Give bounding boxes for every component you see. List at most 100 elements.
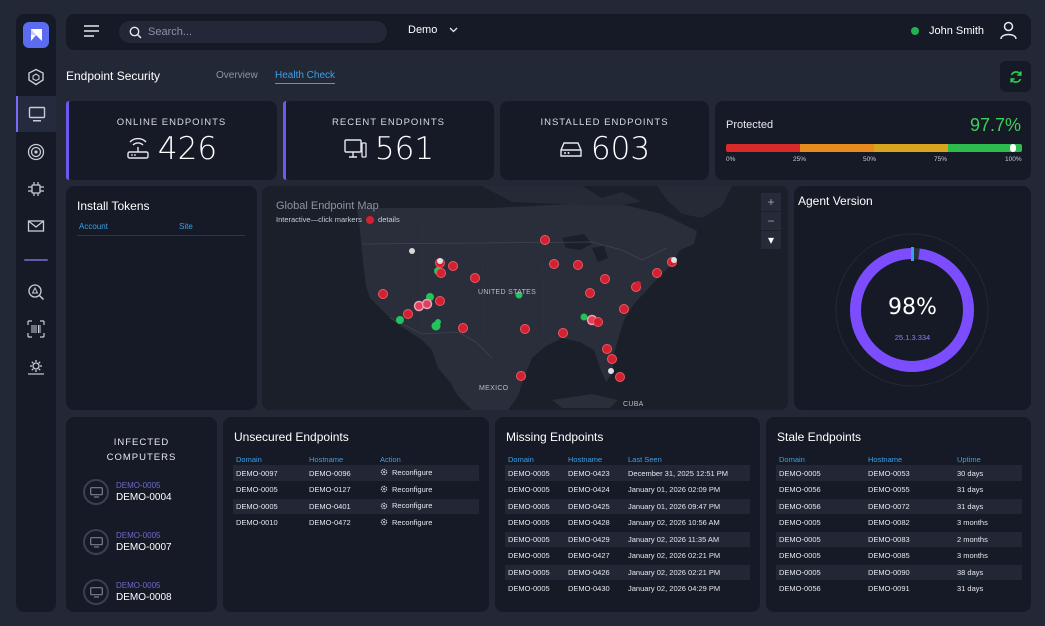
zoom-in-button[interactable]: + [761, 193, 781, 211]
column-header-account[interactable]: Account [79, 222, 108, 231]
stale-table: Domain Hostname Uptime DEMO-0005 DEMO-005… [776, 453, 1022, 598]
computer-icon [83, 479, 109, 505]
table-row[interactable]: DEMO-0056 DEMO-0072 31 days [776, 498, 1022, 515]
zoom-out-button[interactable]: − [761, 212, 781, 230]
table-row[interactable]: DEMO-0056 DEMO-0091 31 days [776, 580, 1022, 598]
column-header-hostname[interactable]: Hostname [568, 454, 603, 464]
stat-value: 561 [374, 131, 435, 167]
gauge-percent: 98% [888, 295, 937, 320]
infected-host: DEMO-0008 [116, 592, 172, 603]
map-label-united-states: UNITED STATES [478, 289, 537, 296]
map-menu-button[interactable]: ▾ [761, 231, 781, 249]
reconfigure-action[interactable]: Reconfigure [377, 498, 479, 515]
cell-domain: DEMO-0056 [776, 481, 865, 499]
cell-hostname: DEMO-0423 [565, 465, 625, 482]
table-row[interactable]: DEMO-0005 DEMO-0426 January 02, 2026 02:21… [505, 564, 750, 581]
infected-item[interactable]: DEMO-0005 DEMO-0004 [83, 479, 172, 505]
table-row[interactable]: DEMO-0005 DEMO-0127 Reconfigure [233, 481, 479, 499]
cell-uptime: 3 months [954, 514, 1022, 532]
cell-hostname: DEMO-0082 [865, 514, 954, 532]
tab-health-check[interactable]: Health Check [275, 70, 336, 84]
user-icon[interactable] [1000, 21, 1017, 40]
cell-uptime: 3 months [954, 547, 1022, 565]
infected-domain: DEMO-0005 [116, 481, 161, 490]
table-row[interactable]: DEMO-0005 DEMO-0401 Reconfigure [233, 498, 479, 515]
map-markers[interactable] [378, 235, 678, 382]
map-label-mexico: MEXICO [479, 385, 509, 392]
column-header-domain[interactable]: Domain [236, 454, 262, 464]
cell-domain: DEMO-0097 [233, 465, 306, 482]
stat-label: INSTALLED ENDPOINTS [540, 117, 669, 128]
unsecured-table: Domain Hostname Action DEMO-0097 DEMO-00… [233, 453, 479, 532]
cell-last-seen: January 01, 2026 09:47 PM [625, 498, 750, 515]
top-header: Demo John Smith [66, 14, 1031, 50]
nav-shield-icon[interactable] [16, 59, 56, 95]
cell-domain: DEMO-0005 [233, 481, 306, 499]
search-box[interactable] [119, 21, 387, 43]
reconfigure-action[interactable]: Reconfigure [377, 514, 479, 532]
table-row[interactable]: DEMO-0005 DEMO-0085 3 months [776, 547, 1022, 565]
reconfigure-label: Reconfigure [392, 517, 433, 527]
tick-label: 75% [934, 156, 948, 163]
map-zoom-controls: + − ▾ [761, 193, 781, 250]
table-row[interactable]: DEMO-0005 DEMO-0427 January 02, 2026 02:21… [505, 547, 750, 565]
search-input[interactable] [148, 26, 368, 38]
panel-title: Agent Version [798, 194, 873, 208]
table-row[interactable]: DEMO-0005 DEMO-0424 January 01, 2026 02:09… [505, 481, 750, 499]
stat-installed-endpoints: INSTALLED ENDPOINTS 603 [500, 101, 709, 180]
protected-progress-bar [726, 144, 1022, 152]
user-menu[interactable]: John Smith [910, 21, 1017, 40]
cell-hostname: DEMO-0426 [565, 564, 625, 581]
table-row[interactable]: DEMO-0097 DEMO-0096 Reconfigure [233, 465, 479, 482]
infected-item[interactable]: DEMO-0005 DEMO-0008 [83, 579, 172, 605]
nav-bug-icon[interactable] [16, 171, 56, 207]
tenant-selector[interactable]: Demo [408, 24, 458, 36]
nav-mail-icon[interactable] [16, 208, 56, 244]
hamburger-menu-icon[interactable] [83, 24, 100, 38]
cell-domain: DEMO-0005 [776, 465, 865, 482]
map-label-cuba: CUBA [623, 401, 644, 408]
nav-monitor-icon[interactable] [16, 96, 56, 132]
nav-settings-cog-icon[interactable] [16, 349, 56, 385]
map-subtitle-prefix: Interactive—click markers [276, 215, 362, 224]
table-row[interactable]: DEMO-0056 DEMO-0055 31 days [776, 481, 1022, 499]
table-row[interactable]: DEMO-0010 DEMO-0472 Reconfigure [233, 514, 479, 532]
column-header-last-seen[interactable]: Last Seen [628, 454, 662, 464]
endpoint-map[interactable]: Global Endpoint Map Interactive—click ma… [262, 186, 788, 410]
reconfigure-action[interactable]: Reconfigure [377, 465, 479, 482]
tab-overview[interactable]: Overview [216, 70, 258, 81]
cell-hostname: DEMO-0083 [865, 531, 954, 548]
search-icon [129, 26, 142, 39]
cell-last-seen: January 01, 2026 02:09 PM [625, 481, 750, 499]
column-header-domain[interactable]: Domain [508, 454, 534, 464]
table-row[interactable]: DEMO-0005 DEMO-0429 January 02, 2026 11:35… [505, 531, 750, 548]
table-row[interactable]: DEMO-0005 DEMO-0430 January 02, 2026 04:29… [505, 580, 750, 598]
table-row[interactable]: DEMO-0005 DEMO-0090 38 days [776, 564, 1022, 581]
table-row[interactable]: DEMO-0005 DEMO-0423 December 31, 2025 12:5… [505, 465, 750, 482]
column-header-uptime[interactable]: Uptime [957, 454, 981, 464]
refresh-button[interactable] [1000, 61, 1031, 92]
nav-barcode-icon[interactable] [16, 311, 56, 347]
infected-domain: DEMO-0005 [116, 581, 161, 590]
app-logo[interactable] [23, 22, 49, 48]
column-header-hostname[interactable]: Hostname [309, 454, 344, 464]
infected-host: DEMO-0004 [116, 492, 172, 503]
tick-label: 0% [726, 156, 736, 163]
cell-hostname: DEMO-0096 [306, 465, 377, 482]
column-header-action[interactable]: Action [380, 454, 401, 464]
column-header-hostname[interactable]: Hostname [868, 454, 903, 464]
table-row[interactable]: DEMO-0005 DEMO-0053 30 days [776, 465, 1022, 482]
map-subtitle-suffix: details [378, 215, 400, 224]
table-row[interactable]: DEMO-0005 DEMO-0083 2 months [776, 531, 1022, 548]
nav-alert-search-icon[interactable] [16, 274, 56, 310]
infected-item[interactable]: DEMO-0005 DEMO-0007 [83, 529, 172, 555]
map-canvas[interactable] [262, 186, 788, 410]
column-header-site[interactable]: Site [179, 222, 193, 231]
table-row[interactable]: DEMO-0005 DEMO-0082 3 months [776, 514, 1022, 532]
table-row[interactable]: DEMO-0005 DEMO-0428 January 02, 2026 10:56… [505, 514, 750, 532]
reconfigure-action[interactable]: Reconfigure [377, 481, 479, 499]
nav-target-icon[interactable] [16, 134, 56, 170]
page-title: Endpoint Security [66, 69, 161, 83]
column-header-domain[interactable]: Domain [779, 454, 805, 464]
table-row[interactable]: DEMO-0005 DEMO-0425 January 01, 2026 09:47… [505, 498, 750, 515]
